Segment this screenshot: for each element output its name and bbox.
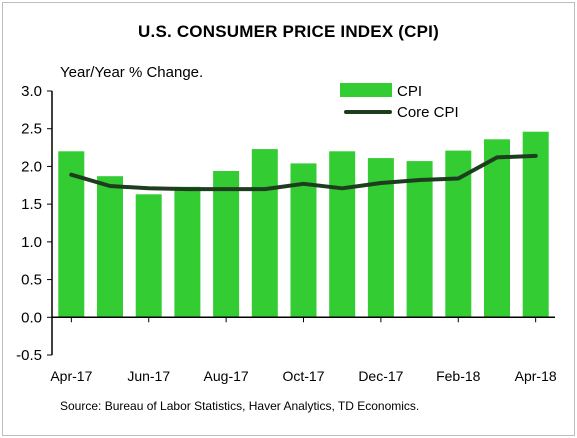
y-tick-label: 1.0 [21, 234, 42, 251]
y-tick-label: 0.5 [21, 272, 42, 289]
cpi-bar-Apr-18 [522, 131, 549, 318]
x-tick-label: Jun-17 [127, 368, 170, 384]
chart-title: U.S. CONSUMER PRICE INDEX (CPI) [138, 22, 439, 41]
y-tick-label: -0.5 [16, 347, 42, 364]
tick-labels: 3.0 2.5 2.0 1.5 1.0 0.5 0.0 -0.5 Apr-17 Jun-17 Aug… [16, 83, 557, 384]
core-cpi-series-line [69, 153, 538, 192]
x-tick-label: Apr-17 [50, 368, 92, 384]
legend-label-cpi: CPI [397, 83, 422, 100]
y-tick-label: 2.0 [21, 158, 42, 175]
legend-label-core-cpi: Core CPI [397, 104, 459, 121]
y-axis-label: Year/Year % Change. [60, 64, 204, 81]
cpi-bar-Nov-17 [329, 151, 356, 318]
axes [47, 90, 555, 356]
cpi-bar-Jul-17 [174, 186, 201, 318]
cpi-bar-Mar-18 [484, 139, 510, 318]
x-tick-label: Oct-17 [282, 368, 324, 384]
x-tick-label: Dec-17 [358, 368, 403, 384]
y-tick-label: 2.5 [21, 121, 42, 138]
cpi-bar-Sep-17 [251, 149, 278, 318]
legend-swatch-cpi [340, 83, 392, 97]
legend: CPI Core CPI [340, 83, 459, 121]
cpi-bar-May-17 [97, 176, 123, 318]
cpi-bar-Jan-18 [406, 161, 433, 318]
cpi-bar-Oct-17 [290, 163, 317, 318]
y-tick-label: 1.5 [21, 196, 42, 213]
source-note: Source: Bureau of Labor Statistics, Have… [60, 399, 420, 413]
core-cpi-line [69, 153, 538, 192]
y-tick-label: 3.0 [21, 83, 42, 100]
cpi-bars [58, 131, 549, 318]
x-tick-label: Aug-17 [204, 368, 249, 384]
x-tick-label: Apr-18 [515, 368, 557, 384]
y-tick-label: 0.0 [21, 309, 42, 326]
cpi-bar-Aug-17 [213, 171, 240, 318]
x-tick-label: Feb-18 [436, 368, 481, 384]
cpi-bar-Jun-17 [135, 194, 162, 318]
